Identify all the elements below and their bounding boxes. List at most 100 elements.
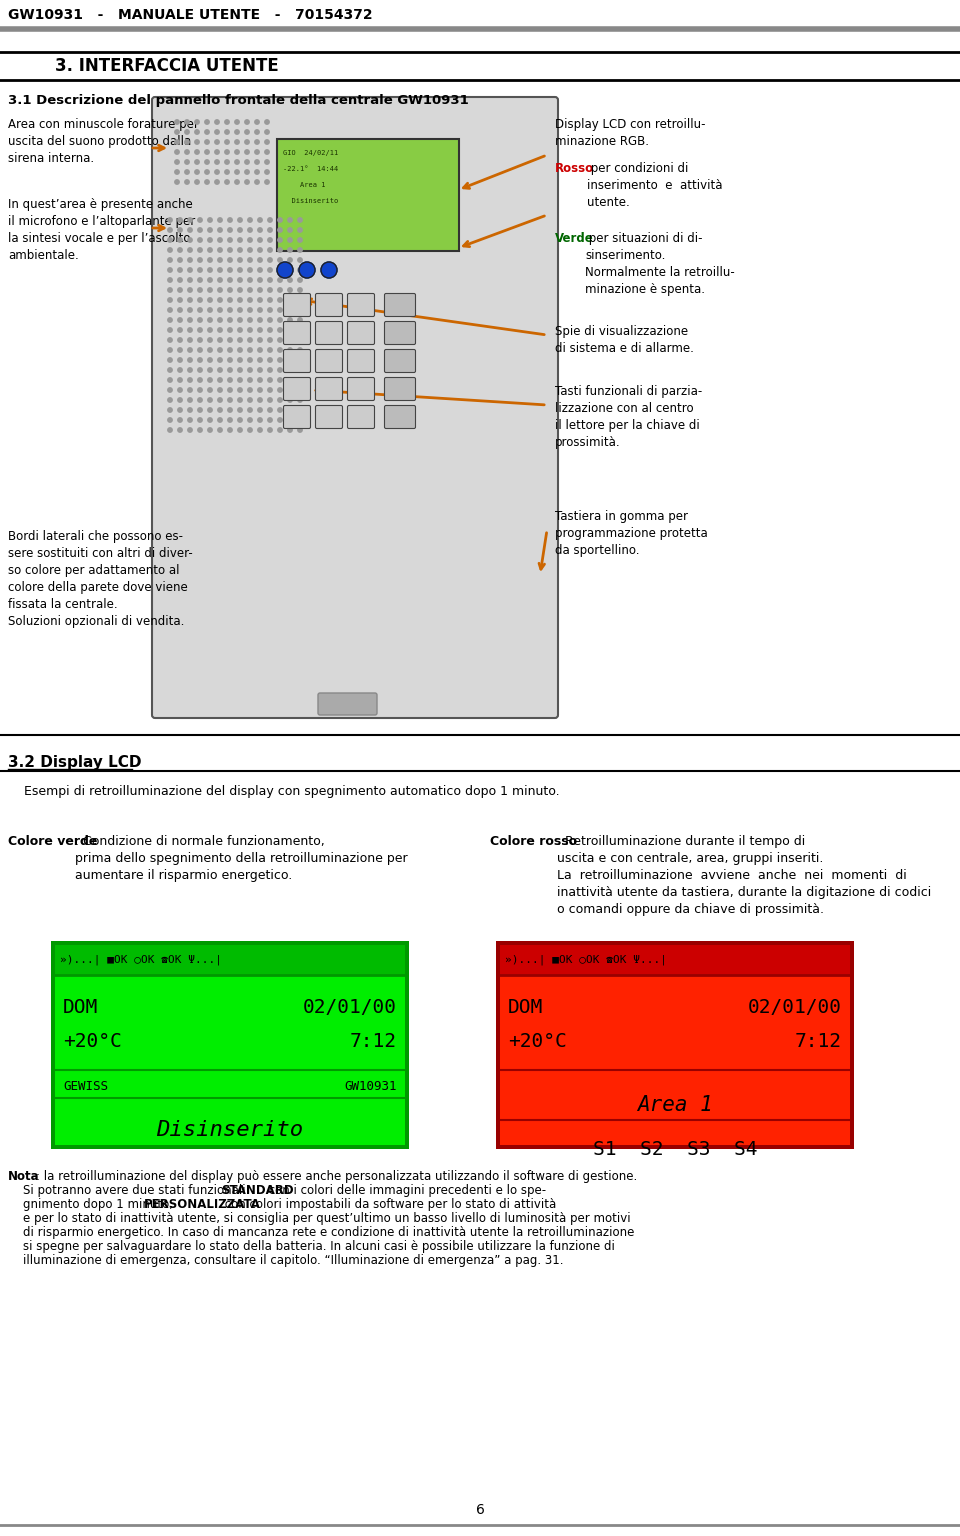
Circle shape [225,120,229,124]
Circle shape [198,298,203,303]
Circle shape [288,338,292,343]
Circle shape [168,358,172,362]
Circle shape [268,258,273,263]
Circle shape [238,398,242,402]
FancyBboxPatch shape [55,975,405,1144]
Circle shape [298,347,302,352]
Circle shape [215,180,219,184]
FancyBboxPatch shape [152,97,558,717]
Circle shape [218,407,222,412]
FancyBboxPatch shape [385,406,416,429]
FancyBboxPatch shape [500,945,850,975]
Circle shape [238,298,242,303]
Circle shape [188,407,192,412]
Circle shape [245,170,250,174]
Circle shape [198,307,203,312]
Circle shape [298,338,302,343]
Text: 3.2 Display LCD: 3.2 Display LCD [8,756,141,770]
Circle shape [168,238,172,243]
Text: Area con minuscole forature per
uscita del suono prodotto dalla
sirena interna.: Area con minuscole forature per uscita d… [8,118,199,164]
Text: Bordi laterali che possono es-
sere sostituiti con altri di diver-
so colore per: Bordi laterali che possono es- sere sost… [8,530,193,628]
Text: GW10931: GW10931 [345,1080,397,1094]
Circle shape [298,298,302,303]
Circle shape [207,358,212,362]
Text: +20°C: +20°C [508,1032,566,1051]
Circle shape [258,367,262,372]
Circle shape [228,407,232,412]
Circle shape [228,278,232,283]
Circle shape [207,398,212,402]
Circle shape [298,398,302,402]
Circle shape [184,180,189,184]
Circle shape [258,407,262,412]
Text: DOM: DOM [508,998,543,1017]
Text: e per lo stato di inattività utente, si consiglia per quest’ultimo un basso live: e per lo stato di inattività utente, si … [8,1212,631,1226]
Circle shape [254,160,259,164]
Circle shape [277,318,282,323]
Text: Rosso: Rosso [555,161,594,175]
Circle shape [207,429,212,432]
FancyBboxPatch shape [316,293,343,316]
Circle shape [195,131,200,134]
Circle shape [175,131,180,134]
Circle shape [207,418,212,422]
Circle shape [188,367,192,372]
FancyBboxPatch shape [496,942,854,1149]
Circle shape [288,327,292,332]
Circle shape [204,180,209,184]
Circle shape [248,347,252,352]
Circle shape [258,358,262,362]
Circle shape [238,407,242,412]
Circle shape [188,267,192,272]
Circle shape [238,367,242,372]
Circle shape [225,180,229,184]
Circle shape [178,267,182,272]
Circle shape [248,378,252,382]
Circle shape [288,407,292,412]
Text: 3. INTERFACCIA UTENTE: 3. INTERFACCIA UTENTE [55,57,278,75]
Circle shape [228,327,232,332]
Circle shape [288,267,292,272]
Text: Area 1: Area 1 [637,1095,713,1115]
Circle shape [228,338,232,343]
Circle shape [215,120,219,124]
Circle shape [178,278,182,283]
Circle shape [207,267,212,272]
Circle shape [178,307,182,312]
Text: . Condizione di normale funzionamento,
prima dello spegnimento della retroillumi: . Condizione di normale funzionamento, p… [75,836,408,882]
Circle shape [168,307,172,312]
Circle shape [198,429,203,432]
Circle shape [238,278,242,283]
Circle shape [277,247,282,252]
Circle shape [198,378,203,382]
FancyBboxPatch shape [283,350,310,373]
Circle shape [228,378,232,382]
Circle shape [258,338,262,343]
Circle shape [268,367,273,372]
Circle shape [178,258,182,263]
Circle shape [184,160,189,164]
Circle shape [258,429,262,432]
Circle shape [218,378,222,382]
Circle shape [178,407,182,412]
Circle shape [238,218,242,223]
Circle shape [245,151,250,154]
FancyBboxPatch shape [316,406,343,429]
Circle shape [265,120,269,124]
Circle shape [198,218,203,223]
Circle shape [218,287,222,292]
Circle shape [228,298,232,303]
Text: 7:12: 7:12 [350,1032,397,1051]
Text: Tasti funzionali di parzia-
lizzazione con al centro
il lettore per la chiave di: Tasti funzionali di parzia- lizzazione c… [555,386,703,449]
Text: con colori impostabili da software per lo stato di attività: con colori impostabili da software per l… [221,1198,556,1210]
Circle shape [178,287,182,292]
Circle shape [198,238,203,243]
Circle shape [188,258,192,263]
FancyBboxPatch shape [283,321,310,344]
Circle shape [298,429,302,432]
Circle shape [228,387,232,392]
Circle shape [168,247,172,252]
Circle shape [265,160,269,164]
Circle shape [248,398,252,402]
Circle shape [321,263,337,278]
